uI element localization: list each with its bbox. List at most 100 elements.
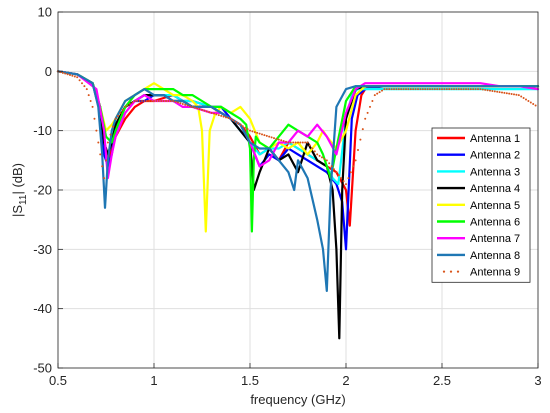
series-antenna-9-point [148,100,151,102]
series-antenna-9-point [321,156,323,159]
y-tick-label: -30 [33,242,52,257]
x-tick-label: 1 [150,373,157,388]
series-antenna-9-point [157,100,160,102]
series-antenna-9-point [405,88,407,91]
series-antenna-9-point [109,133,112,136]
series-antenna-9-point [85,88,88,91]
series-antenna-9-point [385,88,388,91]
legend-label: Antenna 6 [470,217,520,229]
series-antenna-9-point [129,102,131,105]
x-tick-label: 3 [534,373,541,388]
series-antenna-9-point [491,89,494,92]
series-antenna-9-point [273,137,275,140]
series-antenna-9-point [208,111,211,114]
series-antenna-9-point [167,100,170,102]
legend-swatch [442,270,446,273]
y-axis-label-sub: 11 [18,194,29,205]
series-antenna-9-point [150,100,153,102]
series-antenna-9-point [457,88,460,91]
series-antenna-9-point [414,88,417,91]
series-antenna-9-point [323,157,326,160]
series-antenna-9-point [87,94,90,97]
series-antenna-9-point [213,112,215,115]
series-antenna-9-point [532,102,535,105]
series-antenna-9-point [345,183,347,186]
series-antenna-9-point [138,100,141,102]
series-antenna-9-point [131,101,134,104]
series-antenna-9-point [220,114,223,117]
series-antenna-9-point [527,100,530,102]
series-antenna-9-point [462,88,465,91]
series-antenna-9-point [78,79,81,82]
series-antenna-9-point [270,136,273,139]
series-antenna-9-point [513,93,515,96]
legend: Antenna 1 Antenna 2 Antenna 3 Antenna 4 Ante… [431,127,531,283]
series-antenna-9-point [388,88,391,91]
series-antenna-9-point [261,133,263,136]
series-antenna-9-point [525,98,527,101]
series-antenna-9-point [359,138,362,141]
series-antenna-9-point [244,126,247,129]
series-antenna-9-point [316,153,319,156]
series-antenna-9-point [448,88,451,91]
y-axis-label: |S11| (dB) [10,163,29,217]
series-antenna-9-point [237,122,239,125]
y-tick-label: -10 [33,123,52,138]
series-antenna-9-point [369,105,371,108]
series-antenna-9-point [253,131,256,134]
series-antenna-9-point [256,131,259,134]
series-antenna-9-point [445,88,448,91]
legend-label: Antenna 1 [470,133,520,145]
series-antenna-9-point [517,94,520,97]
x-axis-label: frequency (GHz) [250,392,345,407]
series-antenna-9-point [184,103,187,106]
series-antenna-9-point [503,91,506,94]
y-axis-label-rest: | (dB) [10,163,25,195]
series-antenna-9-point [249,129,251,132]
series-antenna-9-point [522,97,525,100]
series-antenna-9-point [318,154,321,157]
series-antenna-9-point [347,177,350,180]
x-tick-label: 1.5 [241,373,259,388]
series-antenna-9-point [165,100,167,102]
series-antenna-9-point [160,100,163,102]
series-antenna-9-point [73,75,76,78]
series-antenna-9-point [469,88,472,91]
series-antenna-9-point [222,115,225,118]
series-antenna-9-point [280,139,283,142]
y-tick-label: -40 [33,301,52,316]
series-antenna-9-point [225,116,227,119]
series-antenna-9-point [299,141,302,144]
series-antenna-9-point [83,85,86,88]
series-antenna-9-point [292,141,295,144]
series-antenna-9-point [508,92,511,95]
series-antenna-9-point [429,88,431,91]
legend-swatch [449,270,453,273]
series-antenna-9-point [126,104,129,107]
series-antenna-9-point [479,88,482,91]
series-antenna-9-point [390,88,393,91]
series-antenna-9-point [210,111,213,114]
series-antenna-9-point [124,105,127,108]
series-antenna-9-point [229,117,232,120]
series-antenna-9-point [145,100,148,102]
y-axis-label-main: |S [10,205,25,217]
series-antenna-9-point [515,93,518,96]
series-antenna-9-point [333,168,335,171]
series-antenna-9-point [205,110,208,113]
series-antenna-9-point [443,88,446,91]
series-antenna-9-point [455,88,458,91]
series-antenna-9-point [330,165,333,168]
series-antenna-9-point [417,88,419,91]
series-antenna-9-point [409,88,412,91]
series-antenna-9-point [61,71,64,74]
series-antenna-9-point [477,88,479,91]
series-antenna-9-point [181,102,184,105]
series-antenna-9-point [95,129,98,132]
series-antenna-9 [57,70,537,186]
series-antenna-9-point [232,119,235,122]
series-antenna-9-point [313,150,316,153]
series-antenna-9-point [493,90,496,93]
x-tick-label: 2 [342,373,349,388]
series-antenna-9-point [285,140,287,143]
